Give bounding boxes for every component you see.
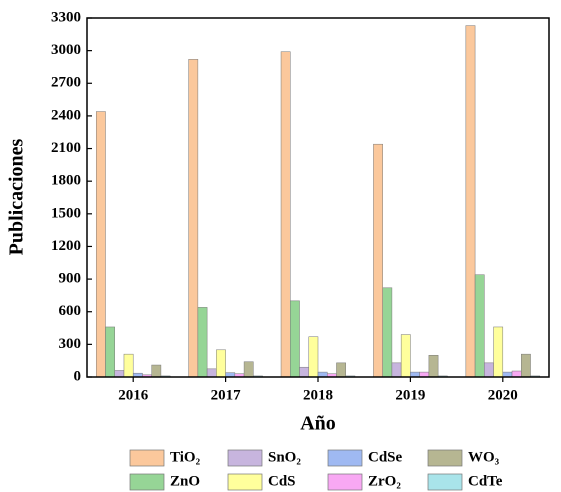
x-tick-label: 2018 <box>303 387 333 403</box>
bar <box>382 287 393 378</box>
bar <box>493 326 504 378</box>
bar <box>373 143 383 378</box>
legend-swatch <box>327 449 363 467</box>
bar <box>400 334 411 378</box>
bar <box>123 353 134 378</box>
x-axis-label: Año <box>300 413 336 435</box>
y-tick-label: 900 <box>59 271 82 287</box>
bar <box>216 349 226 378</box>
y-tick-label: 2400 <box>51 107 81 123</box>
bar <box>188 59 199 378</box>
bar <box>474 274 485 378</box>
x-tick-label: 2020 <box>488 387 518 403</box>
legend-label: ZnO <box>170 473 200 489</box>
legend-swatch <box>227 473 263 491</box>
bar <box>428 354 439 378</box>
y-tick-label: 2100 <box>51 140 81 156</box>
bar <box>105 326 115 378</box>
legend-label: CdS <box>268 473 296 489</box>
bar <box>308 336 319 378</box>
legend-label: WO₃ <box>468 449 500 465</box>
bar <box>521 353 531 378</box>
y-tick-label: 3000 <box>51 42 81 58</box>
y-tick-label: 300 <box>59 336 82 352</box>
legend-swatch <box>427 449 463 467</box>
y-tick-label: 3300 <box>51 9 81 25</box>
legend-swatch <box>129 449 165 467</box>
legend-swatch <box>427 473 463 491</box>
y-tick-label: 0 <box>74 368 82 384</box>
legend-label: ZrO₂ <box>368 473 401 489</box>
bar <box>391 362 402 378</box>
bar <box>336 362 346 378</box>
x-tick-label: 2017 <box>211 387 242 403</box>
y-tick-label: 600 <box>59 303 82 319</box>
legend-label: CdSe <box>368 449 403 465</box>
legend-swatch <box>327 473 363 491</box>
bar <box>511 370 522 378</box>
y-tick-label: 1800 <box>51 173 81 189</box>
bar <box>151 364 162 378</box>
y-tick-label: 2700 <box>51 75 81 91</box>
y-tick-label: 1200 <box>51 238 81 254</box>
bar <box>484 362 494 378</box>
bar <box>465 25 476 378</box>
x-tick-label: 2016 <box>118 387 149 403</box>
bar <box>299 366 310 378</box>
legend-label: TiO₂ <box>170 449 201 465</box>
bar <box>95 111 106 378</box>
plot-frame <box>86 17 550 378</box>
bar <box>114 370 125 378</box>
y-tick-label: 1500 <box>51 205 81 221</box>
bar <box>280 51 291 378</box>
x-tick-label: 2019 <box>395 387 425 403</box>
legend-swatch <box>129 473 165 491</box>
legend-label: CdTe <box>468 473 503 489</box>
bar <box>206 368 217 378</box>
y-axis-label: Publicaciones <box>6 138 28 255</box>
bar <box>243 361 254 378</box>
legend-swatch <box>227 449 263 467</box>
bar <box>197 307 208 378</box>
bar <box>290 300 300 378</box>
legend-label: SnO₂ <box>268 449 301 465</box>
